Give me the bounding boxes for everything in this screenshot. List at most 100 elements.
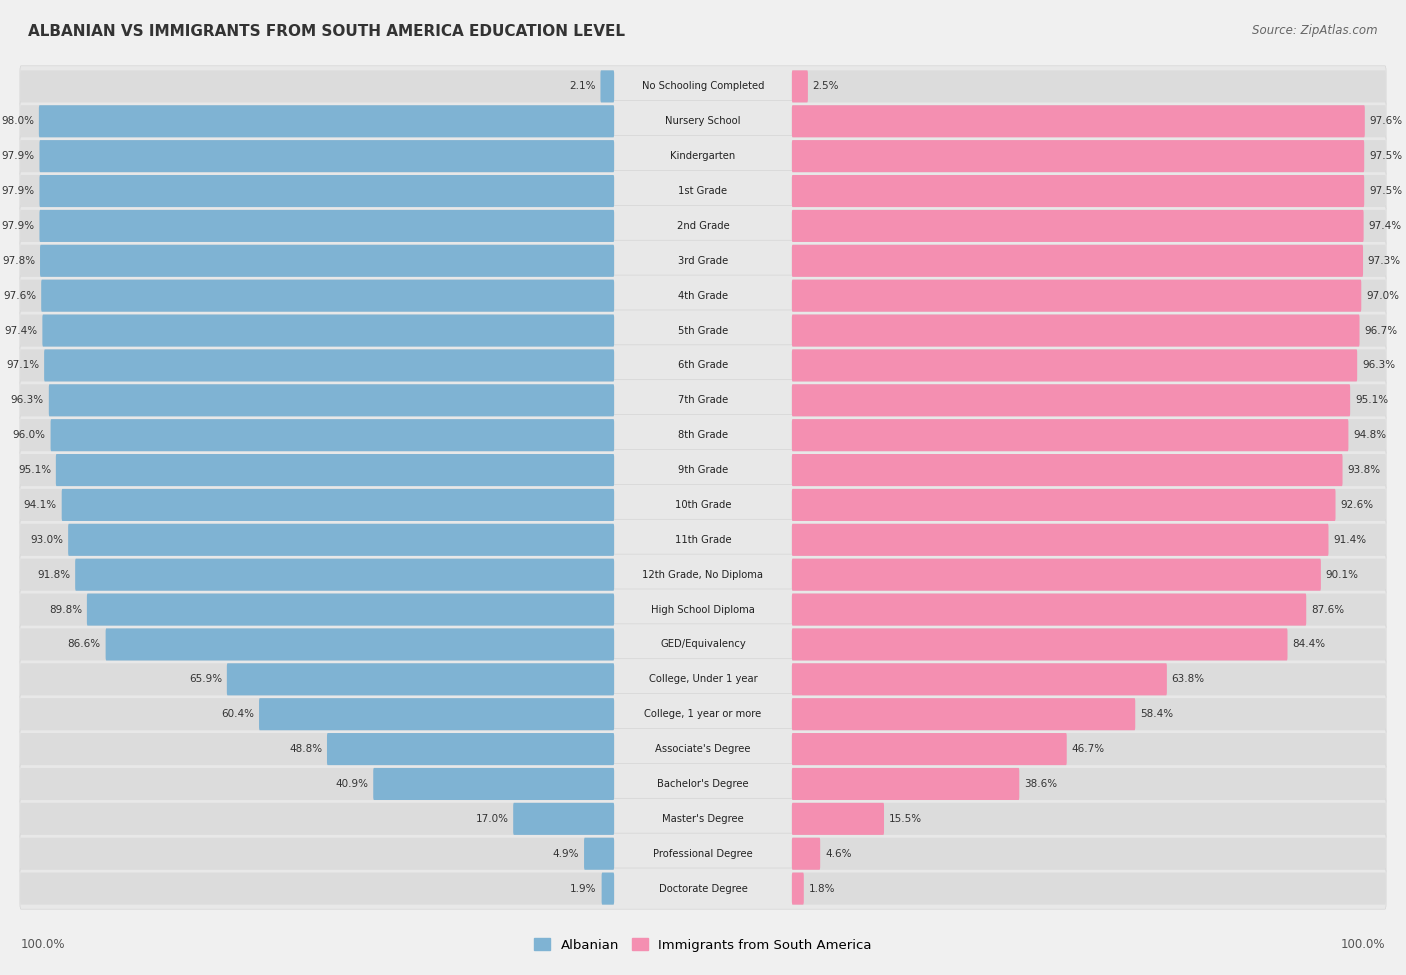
Text: 97.3%: 97.3% xyxy=(1368,255,1400,266)
FancyBboxPatch shape xyxy=(41,280,614,312)
Text: 11th Grade: 11th Grade xyxy=(675,535,731,545)
FancyBboxPatch shape xyxy=(20,624,1386,665)
Legend: Albanian, Immigrants from South America: Albanian, Immigrants from South America xyxy=(529,933,877,957)
Text: Doctorate Degree: Doctorate Degree xyxy=(658,883,748,894)
FancyBboxPatch shape xyxy=(39,140,614,173)
FancyBboxPatch shape xyxy=(49,384,614,416)
FancyBboxPatch shape xyxy=(20,384,614,416)
Text: 96.3%: 96.3% xyxy=(1362,361,1395,370)
FancyBboxPatch shape xyxy=(792,454,1386,487)
FancyBboxPatch shape xyxy=(792,315,1360,346)
Text: 84.4%: 84.4% xyxy=(1292,640,1326,649)
Text: 93.0%: 93.0% xyxy=(31,535,63,545)
FancyBboxPatch shape xyxy=(792,629,1288,660)
FancyBboxPatch shape xyxy=(792,488,1386,521)
Text: GED/Equivalency: GED/Equivalency xyxy=(661,640,745,649)
Text: 91.8%: 91.8% xyxy=(37,569,70,580)
FancyBboxPatch shape xyxy=(792,315,1386,346)
FancyBboxPatch shape xyxy=(44,349,614,381)
FancyBboxPatch shape xyxy=(20,449,1386,490)
FancyBboxPatch shape xyxy=(792,629,1386,660)
FancyBboxPatch shape xyxy=(39,105,614,137)
FancyBboxPatch shape xyxy=(20,488,614,521)
FancyBboxPatch shape xyxy=(792,140,1386,173)
FancyBboxPatch shape xyxy=(51,419,614,451)
FancyBboxPatch shape xyxy=(20,379,1386,421)
Text: Master's Degree: Master's Degree xyxy=(662,814,744,824)
Text: 98.0%: 98.0% xyxy=(1,116,34,127)
Text: 97.6%: 97.6% xyxy=(1369,116,1403,127)
Text: Nursery School: Nursery School xyxy=(665,116,741,127)
FancyBboxPatch shape xyxy=(20,280,614,312)
Text: 65.9%: 65.9% xyxy=(188,675,222,684)
FancyBboxPatch shape xyxy=(792,70,1386,102)
FancyBboxPatch shape xyxy=(20,868,1386,909)
FancyBboxPatch shape xyxy=(20,175,614,207)
FancyBboxPatch shape xyxy=(792,733,1386,765)
FancyBboxPatch shape xyxy=(20,693,1386,735)
Text: 87.6%: 87.6% xyxy=(1310,604,1344,614)
Text: 95.1%: 95.1% xyxy=(1355,395,1388,406)
FancyBboxPatch shape xyxy=(792,733,1067,765)
FancyBboxPatch shape xyxy=(792,454,1343,487)
FancyBboxPatch shape xyxy=(792,559,1320,591)
Text: 17.0%: 17.0% xyxy=(475,814,509,824)
FancyBboxPatch shape xyxy=(792,838,1386,870)
Text: 91.4%: 91.4% xyxy=(1333,535,1367,545)
FancyBboxPatch shape xyxy=(792,175,1364,207)
FancyBboxPatch shape xyxy=(20,728,1386,769)
Text: 97.9%: 97.9% xyxy=(1,221,35,231)
Text: 48.8%: 48.8% xyxy=(290,744,322,754)
Text: 97.9%: 97.9% xyxy=(1,186,35,196)
Text: 97.0%: 97.0% xyxy=(1367,291,1399,300)
FancyBboxPatch shape xyxy=(792,698,1135,730)
FancyBboxPatch shape xyxy=(792,802,1386,835)
FancyBboxPatch shape xyxy=(20,210,614,242)
Text: 96.0%: 96.0% xyxy=(13,430,46,440)
Text: 4.6%: 4.6% xyxy=(825,848,852,859)
Text: 97.4%: 97.4% xyxy=(4,326,38,335)
FancyBboxPatch shape xyxy=(20,275,1386,316)
FancyBboxPatch shape xyxy=(792,488,1336,521)
FancyBboxPatch shape xyxy=(792,384,1386,416)
FancyBboxPatch shape xyxy=(20,100,1386,141)
FancyBboxPatch shape xyxy=(20,524,614,556)
FancyBboxPatch shape xyxy=(20,454,614,487)
Text: 97.1%: 97.1% xyxy=(6,361,39,370)
Text: 97.9%: 97.9% xyxy=(1,151,35,161)
FancyBboxPatch shape xyxy=(20,554,1386,596)
FancyBboxPatch shape xyxy=(39,175,614,207)
Text: 96.3%: 96.3% xyxy=(11,395,44,406)
Text: ALBANIAN VS IMMIGRANTS FROM SOUTH AMERICA EDUCATION LEVEL: ALBANIAN VS IMMIGRANTS FROM SOUTH AMERIC… xyxy=(28,24,626,39)
Text: 3rd Grade: 3rd Grade xyxy=(678,255,728,266)
Text: 60.4%: 60.4% xyxy=(221,709,254,720)
FancyBboxPatch shape xyxy=(20,629,614,660)
Text: 97.5%: 97.5% xyxy=(1369,186,1402,196)
Text: College, Under 1 year: College, Under 1 year xyxy=(648,675,758,684)
FancyBboxPatch shape xyxy=(20,310,1386,351)
Text: 8th Grade: 8th Grade xyxy=(678,430,728,440)
Text: 86.6%: 86.6% xyxy=(67,640,101,649)
FancyBboxPatch shape xyxy=(792,175,1386,207)
FancyBboxPatch shape xyxy=(20,659,1386,700)
FancyBboxPatch shape xyxy=(20,520,1386,561)
Text: 2.1%: 2.1% xyxy=(569,81,596,92)
FancyBboxPatch shape xyxy=(792,663,1167,695)
Text: 58.4%: 58.4% xyxy=(1140,709,1173,720)
FancyBboxPatch shape xyxy=(259,698,614,730)
Text: 38.6%: 38.6% xyxy=(1024,779,1057,789)
FancyBboxPatch shape xyxy=(20,245,614,277)
FancyBboxPatch shape xyxy=(20,763,1386,804)
Text: 96.7%: 96.7% xyxy=(1364,326,1398,335)
FancyBboxPatch shape xyxy=(20,838,614,870)
FancyBboxPatch shape xyxy=(792,349,1357,381)
FancyBboxPatch shape xyxy=(20,485,1386,526)
FancyBboxPatch shape xyxy=(792,419,1386,451)
FancyBboxPatch shape xyxy=(792,280,1386,312)
FancyBboxPatch shape xyxy=(20,136,1386,176)
FancyBboxPatch shape xyxy=(20,834,1386,875)
FancyBboxPatch shape xyxy=(39,210,614,242)
FancyBboxPatch shape xyxy=(42,315,614,346)
Text: Bachelor's Degree: Bachelor's Degree xyxy=(657,779,749,789)
FancyBboxPatch shape xyxy=(20,589,1386,630)
